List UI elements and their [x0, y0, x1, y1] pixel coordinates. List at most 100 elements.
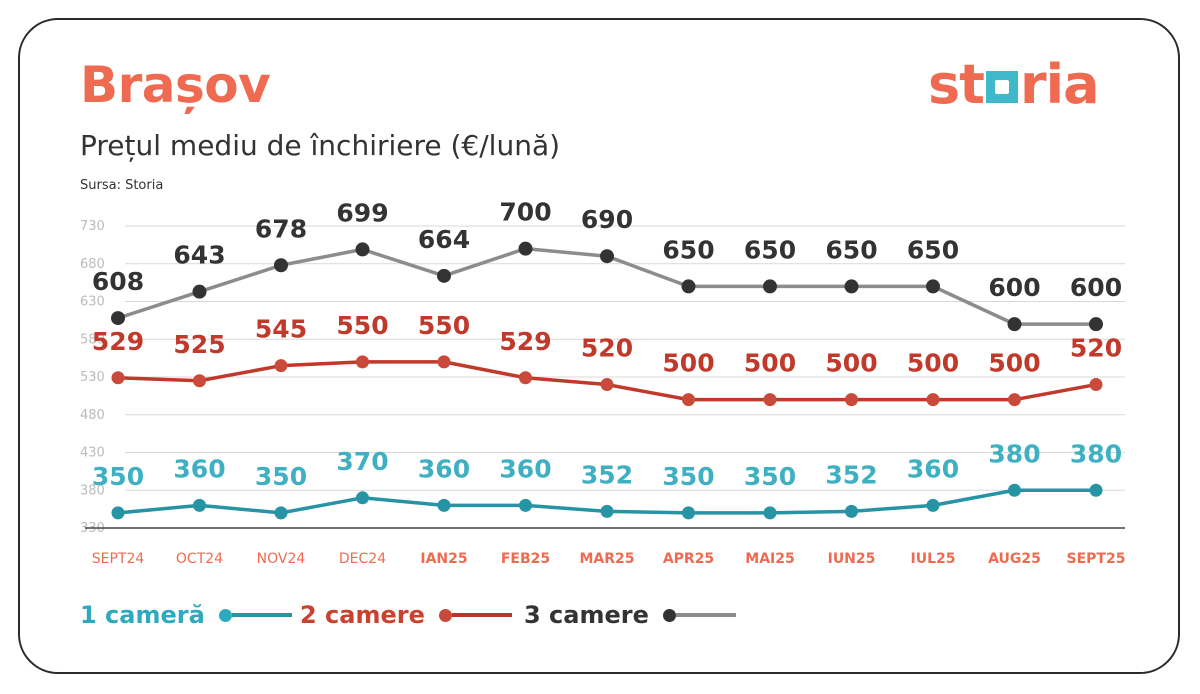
- data-point-1-camera: [1008, 483, 1021, 497]
- legend-dot-1-camera: [218, 608, 232, 622]
- data-label-2-camere: 529: [92, 327, 144, 356]
- storia-logo: st ria: [928, 53, 1100, 116]
- data-label-2-camere: 520: [1070, 334, 1122, 363]
- data-point-1-camera: [1089, 483, 1103, 497]
- x-tick-label: OCT24: [176, 551, 223, 567]
- data-label-2-camere: 500: [825, 349, 877, 378]
- y-tick-label: 630: [80, 295, 105, 310]
- data-point-2-camere: [111, 371, 125, 385]
- data-point-2-camere: [1008, 393, 1021, 407]
- data-point-2-camere: [356, 355, 369, 369]
- data-point-1-camera: [600, 504, 614, 518]
- data-point-3-camere: [518, 241, 533, 256]
- data-point-3-camere: [437, 268, 451, 283]
- data-point-1-camera: [926, 498, 940, 512]
- data-label-2-camere: 500: [662, 349, 714, 378]
- data-label-2-camere: 529: [499, 327, 551, 356]
- x-tick-label: IUL25: [911, 551, 956, 567]
- data-label-2-camere: 520: [581, 334, 633, 363]
- data-point-2-camere: [437, 355, 451, 369]
- data-label-1-camera: 360: [907, 454, 959, 483]
- data-point-2-camere: [763, 393, 777, 407]
- x-tick-label: MAR25: [579, 551, 634, 567]
- data-label-1-camera: 352: [581, 460, 633, 489]
- y-tick-label: 730: [80, 219, 105, 234]
- data-point-1-camera: [519, 498, 532, 512]
- data-point-2-camere: [519, 371, 532, 385]
- data-label-1-camera: 360: [418, 454, 470, 483]
- data-point-3-camere: [111, 311, 125, 326]
- legend-label-1-camera: 1 cameră: [80, 601, 205, 629]
- data-label-3-camere: 608: [92, 267, 144, 296]
- data-point-3-camere: [274, 258, 288, 273]
- source-note: Sursa: Storia: [80, 178, 164, 193]
- data-label-2-camere: 545: [255, 315, 307, 344]
- data-label-3-camere: 700: [499, 198, 551, 227]
- data-label-3-camere: 600: [988, 273, 1040, 302]
- y-tick-label: 580: [80, 332, 105, 347]
- legend-dot-2-camere: [438, 608, 452, 622]
- legend-line-1-camera: [231, 613, 292, 617]
- data-point-1-camera: [682, 506, 695, 520]
- data-label-2-camere: 550: [336, 311, 388, 340]
- data-label-3-camere: 699: [336, 198, 388, 227]
- data-label-3-camere: 650: [907, 235, 959, 264]
- data-point-3-camere: [681, 279, 696, 294]
- data-point-1-camera: [274, 506, 288, 520]
- data-label-3-camere: 650: [825, 235, 877, 264]
- x-tick-label: APR25: [663, 551, 714, 567]
- data-label-2-camere: 500: [744, 349, 796, 378]
- data-point-3-camere: [600, 249, 614, 264]
- y-tick-label: 530: [80, 370, 105, 385]
- data-point-2-camere: [845, 393, 858, 407]
- data-label-2-camere: 525: [173, 330, 225, 359]
- legend-line-2-camere: [451, 613, 512, 617]
- data-label-1-camera: 350: [744, 462, 796, 491]
- x-tick-label: DEC24: [339, 551, 386, 567]
- data-point-3-camere: [763, 279, 777, 294]
- data-point-3-camere: [844, 279, 859, 294]
- logo-square-icon: [985, 71, 1018, 103]
- data-label-1-camera: 350: [662, 462, 714, 491]
- data-point-1-camera: [763, 506, 777, 520]
- data-point-1-camera: [111, 506, 125, 520]
- data-label-1-camera: 360: [173, 454, 225, 483]
- x-tick-label: IAN25: [420, 551, 467, 567]
- data-label-3-camere: 600: [1070, 273, 1122, 302]
- y-tick-label: 680: [80, 257, 105, 272]
- data-label-1-camera: 350: [255, 462, 307, 491]
- legend-line-3-camere: [675, 613, 736, 617]
- data-point-2-camere: [600, 378, 614, 392]
- data-label-2-camere: 550: [418, 311, 470, 340]
- data-point-2-camere: [193, 374, 206, 388]
- data-label-1-camera: 370: [336, 447, 388, 476]
- legend-label-3-camere: 3 camere: [524, 601, 649, 629]
- y-tick-label: 380: [80, 483, 105, 498]
- data-label-3-camere: 678: [255, 214, 307, 243]
- data-point-3-camere: [926, 279, 940, 294]
- data-point-1-camera: [845, 504, 858, 518]
- data-point-2-camere: [1089, 378, 1103, 392]
- data-label-3-camere: 664: [418, 225, 470, 254]
- x-tick-label: FEB25: [501, 551, 550, 567]
- x-tick-label: SEPT24: [92, 551, 145, 567]
- data-point-1-camera: [193, 498, 206, 512]
- data-point-2-camere: [926, 393, 940, 407]
- data-label-2-camere: 500: [907, 349, 959, 378]
- data-point-3-camere: [1007, 317, 1022, 332]
- data-point-3-camere: [192, 284, 207, 299]
- data-point-1-camera: [356, 491, 369, 505]
- y-tick-label: 430: [80, 446, 105, 461]
- data-label-3-camere: 650: [662, 235, 714, 264]
- x-tick-label: MAI25: [745, 551, 794, 567]
- legend-item-1-camera: 1 cameră: [80, 600, 292, 630]
- data-point-2-camere: [274, 359, 288, 373]
- legend-dot-3-camere: [662, 608, 676, 622]
- chart-subtitle: Prețul mediu de închiriere (€/lună): [80, 129, 561, 162]
- chart-title: Brașov: [80, 56, 271, 114]
- data-label-3-camere: 643: [173, 241, 225, 270]
- data-point-1-camera: [437, 498, 451, 512]
- data-label-1-camera: 352: [825, 460, 877, 489]
- data-label-1-camera: 380: [1070, 439, 1122, 468]
